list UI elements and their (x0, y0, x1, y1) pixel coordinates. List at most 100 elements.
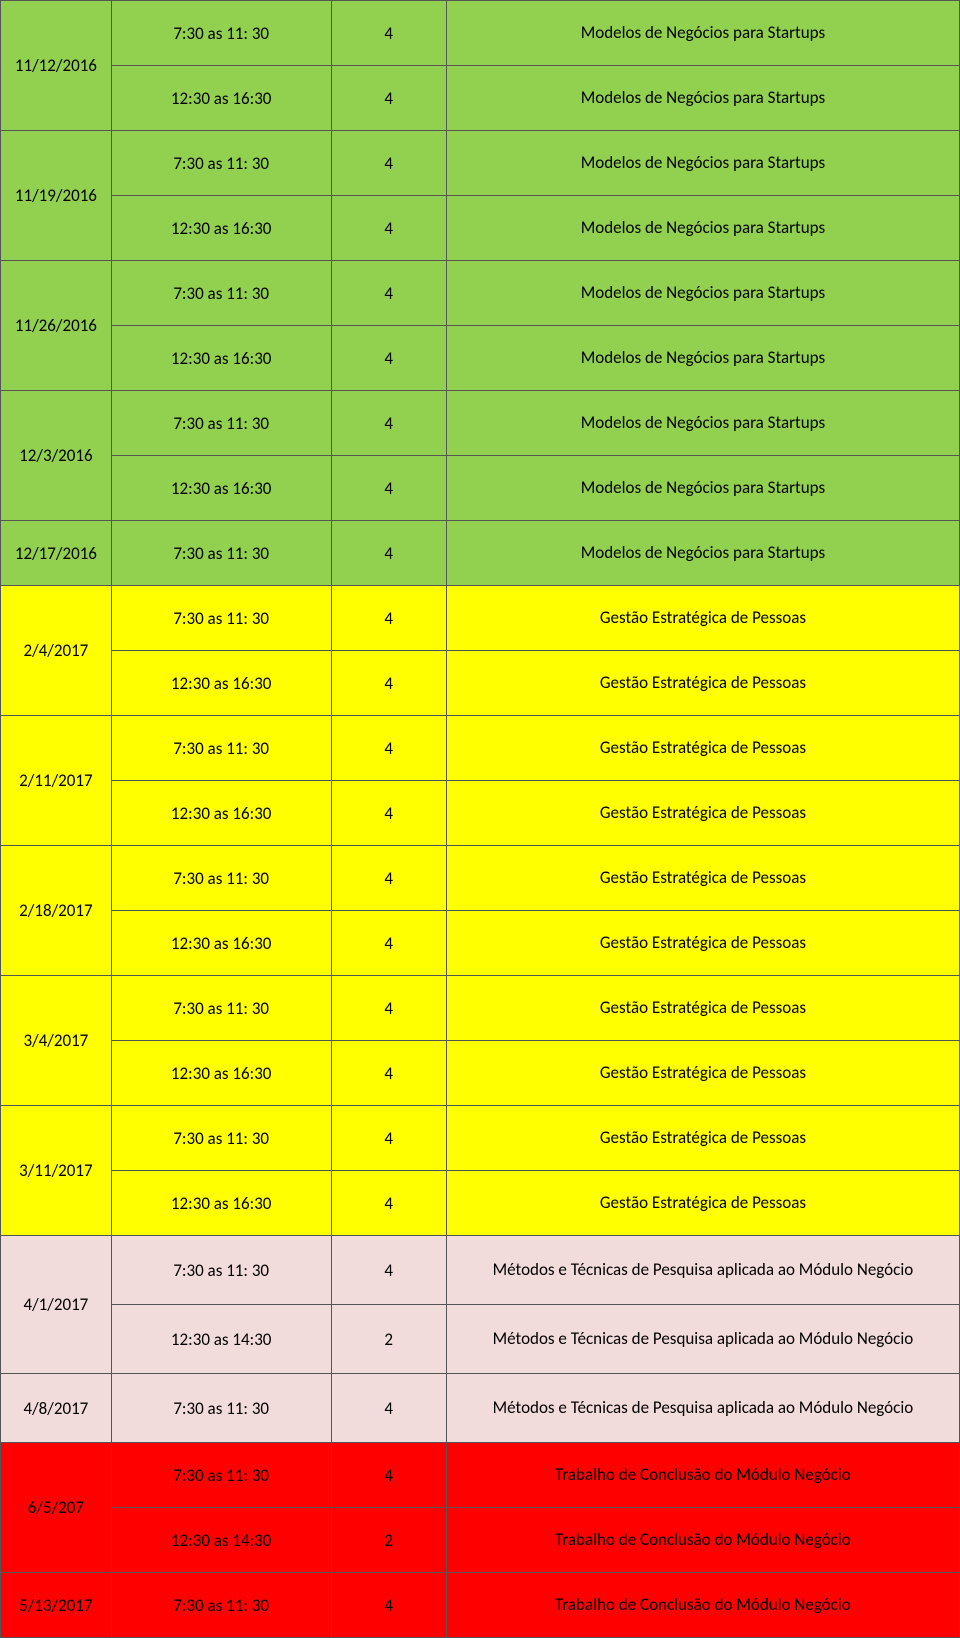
time-text: 12:30 as 16:30 (112, 1175, 331, 1231)
hours-cell: 4 (331, 326, 446, 391)
schedule-row: 12:30 as 16:304Gestão Estratégica de Pes… (1, 651, 960, 716)
hours-text: 4 (332, 135, 446, 191)
time-cell: 7:30 as 11: 30 (111, 1236, 331, 1305)
date-cell: 3/4/2017 (1, 976, 112, 1106)
date-cell: 12/3/2016 (1, 391, 112, 521)
date-cell: 3/11/2017 (1, 1106, 112, 1236)
topic-text: Modelos de Negócios para Startups (447, 196, 959, 260)
time-text: 12:30 as 16:30 (112, 915, 331, 971)
hours-cell: 4 (331, 1, 446, 66)
topic-cell: Gestão Estratégica de Pessoas (446, 781, 959, 846)
topic-text: Gestão Estratégica de Pessoas (447, 1171, 959, 1235)
date-cell: 4/8/2017 (1, 1374, 112, 1443)
topic-text: Gestão Estratégica de Pessoas (447, 651, 959, 715)
time-text: 12:30 as 16:30 (112, 200, 331, 256)
date-text: 2/18/2017 (1, 855, 111, 967)
topic-cell: Modelos de Negócios para Startups (446, 521, 959, 586)
topic-text: Modelos de Negócios para Startups (447, 131, 959, 195)
schedule-row: 2/18/20177:30 as 11: 304Gestão Estratégi… (1, 846, 960, 911)
time-cell: 12:30 as 16:30 (111, 1041, 331, 1106)
hours-cell: 4 (331, 521, 446, 586)
schedule-row: 2/4/20177:30 as 11: 304Gestão Estratégic… (1, 586, 960, 651)
hours-text: 4 (332, 980, 446, 1036)
hours-text: 4 (332, 850, 446, 906)
time-text: 12:30 as 16:30 (112, 1045, 331, 1101)
time-text: 7:30 as 11: 30 (112, 980, 331, 1036)
hours-text: 4 (332, 330, 446, 386)
schedule-row: 12:30 as 16:304Modelos de Negócios para … (1, 66, 960, 131)
time-cell: 7:30 as 11: 30 (111, 521, 331, 586)
time-cell: 12:30 as 16:30 (111, 781, 331, 846)
topic-text: Trabalho de Conclusão do Módulo Negócio (447, 1508, 959, 1572)
time-text: 12:30 as 16:30 (112, 70, 331, 126)
date-cell: 11/26/2016 (1, 261, 112, 391)
topic-cell: Gestão Estratégica de Pessoas (446, 911, 959, 976)
topic-text: Trabalho de Conclusão do Módulo Negócio (447, 1573, 959, 1637)
hours-text: 2 (332, 1309, 446, 1369)
hours-text: 4 (332, 1240, 446, 1300)
schedule-row: 12/17/20167:30 as 11: 304Modelos de Negó… (1, 521, 960, 586)
topic-text: Métodos e Técnicas de Pesquisa aplicada … (447, 1236, 959, 1304)
time-text: 12:30 as 14:30 (112, 1309, 331, 1369)
topic-cell: Modelos de Negócios para Startups (446, 131, 959, 196)
hours-cell: 4 (331, 1106, 446, 1171)
topic-cell: Gestão Estratégica de Pessoas (446, 1171, 959, 1236)
hours-text: 4 (332, 200, 446, 256)
hours-text: 4 (332, 915, 446, 971)
time-cell: 7:30 as 11: 30 (111, 1, 331, 66)
date-text: 4/1/2017 (1, 1245, 111, 1365)
time-text: 7:30 as 11: 30 (112, 590, 331, 646)
time-cell: 12:30 as 16:30 (111, 326, 331, 391)
hours-text: 4 (332, 1447, 446, 1503)
time-text: 7:30 as 11: 30 (112, 1240, 331, 1300)
time-cell: 7:30 as 11: 30 (111, 1573, 331, 1638)
date-cell: 4/1/2017 (1, 1236, 112, 1374)
topic-text: Gestão Estratégica de Pessoas (447, 1106, 959, 1170)
topic-cell: Modelos de Negócios para Startups (446, 261, 959, 326)
topic-cell: Modelos de Negócios para Startups (446, 1, 959, 66)
date-text: 11/12/2016 (1, 10, 111, 122)
hours-cell: 4 (331, 846, 446, 911)
time-text: 7:30 as 11: 30 (112, 265, 331, 321)
hours-cell: 4 (331, 66, 446, 131)
hours-text: 4 (332, 1045, 446, 1101)
topic-cell: Trabalho de Conclusão do Módulo Negócio (446, 1573, 959, 1638)
time-text: 7:30 as 11: 30 (112, 1110, 331, 1166)
time-cell: 7:30 as 11: 30 (111, 131, 331, 196)
topic-text: Modelos de Negócios para Startups (447, 326, 959, 390)
date-text: 6/5/207 (1, 1452, 111, 1564)
hours-cell: 4 (331, 261, 446, 326)
topic-cell: Gestão Estratégica de Pessoas (446, 1041, 959, 1106)
topic-cell: Trabalho de Conclusão do Módulo Negócio (446, 1508, 959, 1573)
hours-cell: 4 (331, 716, 446, 781)
topic-cell: Métodos e Técnicas de Pesquisa aplicada … (446, 1236, 959, 1305)
date-text: 4/8/2017 (1, 1378, 111, 1438)
hours-cell: 4 (331, 456, 446, 521)
time-cell: 7:30 as 11: 30 (111, 1443, 331, 1508)
time-cell: 7:30 as 11: 30 (111, 716, 331, 781)
schedule-row: 12:30 as 16:304Gestão Estratégica de Pes… (1, 911, 960, 976)
time-text: 7:30 as 11: 30 (112, 720, 331, 776)
schedule-row: 3/11/20177:30 as 11: 304Gestão Estratégi… (1, 1106, 960, 1171)
hours-text: 4 (332, 70, 446, 126)
topic-cell: Gestão Estratégica de Pessoas (446, 651, 959, 716)
hours-cell: 4 (331, 1573, 446, 1638)
hours-text: 4 (332, 5, 446, 61)
schedule-row: 2/11/20177:30 as 11: 304Gestão Estratégi… (1, 716, 960, 781)
topic-cell: Trabalho de Conclusão do Módulo Negócio (446, 1443, 959, 1508)
date-cell: 11/19/2016 (1, 131, 112, 261)
hours-text: 4 (332, 265, 446, 321)
hours-cell: 4 (331, 651, 446, 716)
time-cell: 12:30 as 16:30 (111, 651, 331, 716)
topic-cell: Modelos de Negócios para Startups (446, 66, 959, 131)
date-cell: 6/5/207 (1, 1443, 112, 1573)
time-text: 7:30 as 11: 30 (112, 135, 331, 191)
hours-cell: 4 (331, 586, 446, 651)
topic-text: Métodos e Técnicas de Pesquisa aplicada … (447, 1305, 959, 1373)
topic-text: Gestão Estratégica de Pessoas (447, 716, 959, 780)
schedule-row: 4/1/20177:30 as 11: 304Métodos e Técnica… (1, 1236, 960, 1305)
hours-cell: 4 (331, 196, 446, 261)
hours-text: 4 (332, 395, 446, 451)
time-text: 12:30 as 14:30 (112, 1512, 331, 1568)
topic-cell: Métodos e Técnicas de Pesquisa aplicada … (446, 1305, 959, 1374)
